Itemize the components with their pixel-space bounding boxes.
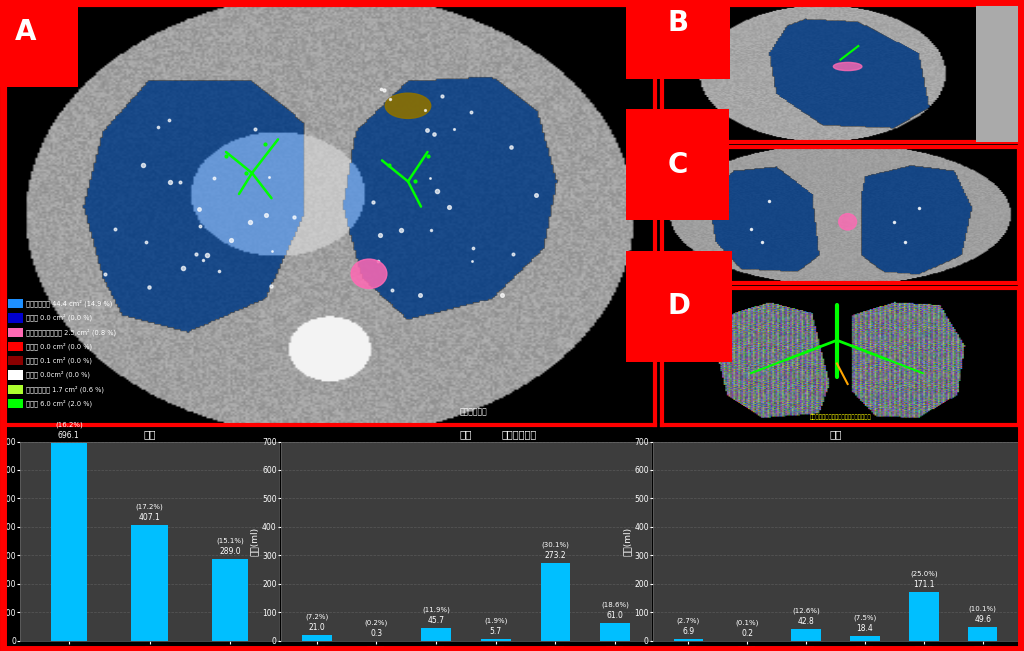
Text: 粒状影 0.1 cm² (0.0 %): 粒状影 0.1 cm² (0.0 %) <box>26 357 92 364</box>
Text: A: A <box>14 18 36 46</box>
Text: その他 0.0cm² (0.0 %): その他 0.0cm² (0.0 %) <box>26 371 90 378</box>
Text: (17.2%): (17.2%) <box>136 503 164 510</box>
Ellipse shape <box>351 259 387 288</box>
Bar <box>600 624 630 641</box>
Bar <box>909 592 939 641</box>
Bar <box>8 313 23 322</box>
Text: すりガラス影: すりガラス影 <box>502 429 537 439</box>
Bar <box>8 327 23 337</box>
Text: 42.8: 42.8 <box>798 616 814 626</box>
Bar <box>8 370 23 380</box>
Text: (2.7%): (2.7%) <box>677 617 700 624</box>
Text: 0.3: 0.3 <box>371 629 382 638</box>
Title: 右肺: 右肺 <box>460 430 472 439</box>
Text: B: B <box>668 9 688 37</box>
Bar <box>212 559 249 641</box>
Text: C: C <box>668 151 688 179</box>
Bar <box>50 443 87 641</box>
Bar <box>8 342 23 351</box>
Bar <box>8 385 23 394</box>
Ellipse shape <box>834 62 862 70</box>
Text: すりガラス影 44.4 cm² (14.9 %): すりガラス影 44.4 cm² (14.9 %) <box>26 299 113 307</box>
Text: (7.2%): (7.2%) <box>305 613 329 620</box>
Text: (30.1%): (30.1%) <box>542 542 569 548</box>
Text: 気管支 6.0 cm² (2.0 %): 気管支 6.0 cm² (2.0 %) <box>26 399 92 407</box>
Text: 45.7: 45.7 <box>428 616 444 625</box>
Y-axis label: 体積(ml): 体積(ml) <box>250 527 259 556</box>
Bar <box>8 356 23 365</box>
Bar <box>131 525 168 641</box>
Bar <box>674 639 703 641</box>
Text: 線維炎 0.0 cm² (0.0 %): 線維炎 0.0 cm² (0.0 %) <box>26 342 92 350</box>
Text: (1.9%): (1.9%) <box>484 618 508 624</box>
Text: (16.2%): (16.2%) <box>55 421 83 428</box>
Text: (0.1%): (0.1%) <box>735 619 759 626</box>
Text: 61.0: 61.0 <box>606 611 624 620</box>
Text: 407.1: 407.1 <box>138 513 161 522</box>
Bar <box>792 629 821 641</box>
Text: 病巣部 0.0 cm² (0.0 %): 病巣部 0.0 cm² (0.0 %) <box>26 314 92 322</box>
Text: 透過性亢進肺 1.7 cm² (0.6 %): 透過性亢進肺 1.7 cm² (0.6 %) <box>26 385 103 393</box>
Bar <box>541 563 570 641</box>
Text: 21.0: 21.0 <box>308 623 325 632</box>
Text: コンソリデーション 2.5 cm² (0.8 %): コンソリデーション 2.5 cm² (0.8 %) <box>26 328 116 335</box>
Y-axis label: 体積(ml): 体積(ml) <box>623 527 632 556</box>
Bar <box>850 635 880 641</box>
Text: (18.6%): (18.6%) <box>601 602 629 609</box>
Text: (10.1%): (10.1%) <box>969 605 996 612</box>
Text: (0.2%): (0.2%) <box>365 619 388 626</box>
Ellipse shape <box>839 214 856 230</box>
Bar <box>481 639 511 641</box>
Text: 18.4: 18.4 <box>856 624 873 633</box>
Bar <box>302 635 332 641</box>
Text: 形態解析結果を表示して（表示している）: 形態解析結果を表示して（表示している） <box>810 414 871 419</box>
Text: (12.6%): (12.6%) <box>793 607 820 614</box>
Text: 5.7: 5.7 <box>489 627 502 636</box>
Text: すりガラス影: すりガラス影 <box>459 408 486 417</box>
Bar <box>976 5 1019 142</box>
Text: 171.1: 171.1 <box>913 580 935 589</box>
Text: 273.2: 273.2 <box>545 551 566 560</box>
Text: (15.1%): (15.1%) <box>216 537 244 544</box>
Text: 6.9: 6.9 <box>682 627 694 636</box>
Title: 全体: 全体 <box>143 430 156 439</box>
Text: 696.1: 696.1 <box>58 430 80 439</box>
Title: 左肺: 左肺 <box>829 430 842 439</box>
Text: D: D <box>668 292 690 320</box>
Text: 49.6: 49.6 <box>974 615 991 624</box>
Ellipse shape <box>385 93 431 118</box>
Bar <box>968 627 997 641</box>
Bar <box>421 628 451 641</box>
Text: 0.2: 0.2 <box>741 629 754 638</box>
Text: (11.9%): (11.9%) <box>422 606 450 613</box>
Text: 289.0: 289.0 <box>219 547 241 555</box>
Bar <box>8 299 23 308</box>
Bar <box>8 399 23 408</box>
Text: (7.5%): (7.5%) <box>853 614 877 620</box>
Text: (25.0%): (25.0%) <box>910 571 938 577</box>
